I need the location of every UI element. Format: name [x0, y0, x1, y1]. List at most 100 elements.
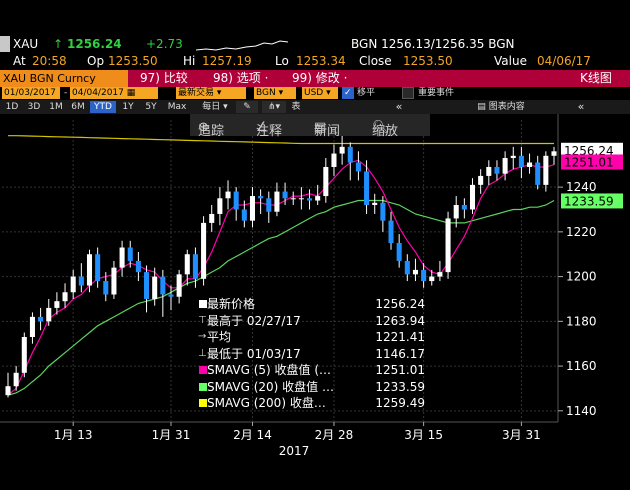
legend-row: 最新价格 1256.24 — [197, 296, 429, 312]
legend-row: SMAVG (200) 收盘… 1259.49 — [197, 395, 429, 411]
legend-row: ⊥ 最低于 01/03/17 1146.17 — [197, 346, 429, 362]
candle-body — [543, 155, 549, 185]
candle-body — [380, 202, 386, 221]
price-change: +2.73 — [146, 37, 183, 51]
candle-body — [502, 158, 508, 174]
candle-body — [241, 209, 247, 221]
period-tab-1m[interactable]: 1M — [49, 102, 63, 112]
end-date-field[interactable]: 04/04/2017 ▦ — [70, 87, 158, 99]
candle-body — [469, 184, 476, 210]
source-dropdown[interactable]: BGN ▾ — [254, 87, 296, 99]
candle-body — [453, 205, 459, 219]
legend-row: ⊤ 最高于 02/27/17 1263.94 — [197, 313, 429, 329]
events-checkbox[interactable] — [402, 87, 414, 99]
candle-body — [258, 196, 264, 199]
candle-body — [176, 274, 182, 297]
candle-body — [184, 254, 190, 275]
collapse-left-icon[interactable]: « — [395, 100, 403, 113]
candle-body — [355, 162, 361, 172]
dropdown-arrow-icon: ▾ — [326, 88, 331, 98]
period-tab-3d[interactable]: 3D — [27, 102, 41, 112]
legend-label: SMAVG (20) 收盘值 … — [207, 379, 334, 394]
legend-value: 1251.01 — [375, 363, 425, 377]
period-bar: 1D 3D 1M 6M YTD 1Y 5Y Max 每日 ▾ ✎ ⋔▾ 表 « ▤ 图表内容 … — [0, 100, 630, 114]
candle-body — [421, 269, 427, 282]
low-value: 1253.34 — [296, 54, 346, 68]
options-menu[interactable]: 98) 选项 · — [213, 71, 269, 85]
calendar-icon: ▦ — [126, 88, 136, 98]
shift-label: 移平 — [357, 88, 376, 98]
period-tab-6m[interactable]: 6M — [71, 102, 85, 112]
edit-menu[interactable]: 99) 修改 · — [292, 71, 348, 85]
candle-body — [62, 292, 68, 302]
price-chart[interactable]: 1140 1160 1180 1200 1220 1240 1月 13 1月 31 2月 14 2… — [0, 114, 630, 460]
legend-label: 平均 — [207, 330, 232, 344]
candle-body — [323, 166, 329, 197]
collapse-right-icon[interactable]: « — [577, 100, 585, 113]
candle-body — [372, 202, 378, 206]
candle-body — [5, 386, 11, 396]
period-tab-max[interactable]: Max — [167, 102, 187, 112]
legend-swatch — [199, 366, 207, 374]
compare-menu[interactable]: 97) 比较 — [140, 71, 188, 85]
edit-pencil-icon[interactable]: ✎ — [236, 101, 258, 113]
candle-body — [306, 198, 313, 201]
period-tab-1y[interactable]: 1Y — [122, 102, 134, 112]
currency-dropdown[interactable]: USD ▾ — [302, 87, 338, 99]
legend-marker-icon: ⊤ — [198, 314, 207, 326]
period-tab-ytd[interactable]: YTD — [90, 101, 116, 113]
x-axis-year-label: 2017 — [279, 444, 310, 458]
y-tick-label: 1220 — [566, 225, 597, 239]
quote-bar: XAU ↑ 1256.24 +2.73 BGN 1256.13/1256.35 … — [0, 36, 630, 53]
candle-body — [396, 243, 402, 261]
candle-body — [111, 267, 117, 295]
low-label: Lo — [275, 54, 289, 68]
frequency-value: 每日 — [202, 102, 221, 112]
shift-checkbox[interactable]: ✓ — [342, 87, 354, 99]
trade-type-value: 最新交易 — [178, 88, 215, 98]
bid-ask: BGN 1256.13/1256.35 BGN — [351, 37, 515, 51]
legend-row: SMAVG (20) 收盘值 … 1233.59 — [197, 379, 429, 395]
pencil-icon: ∠ — [256, 120, 268, 135]
trade-type-dropdown[interactable]: 最新交易 ▾ — [176, 87, 246, 99]
candle-body — [95, 254, 101, 282]
menu-bar: XAU BGN Curncy 97) 比较 98) 选项 · 99) 修改 · … — [0, 70, 630, 87]
legend-swatch — [199, 300, 207, 308]
start-date-field[interactable]: 01/03/2017 — [2, 87, 60, 99]
track-label: 追踪 — [198, 124, 225, 139]
value-label: Value — [494, 54, 527, 68]
candle-body — [339, 146, 345, 154]
candle-body — [168, 294, 174, 297]
chart-style-icon[interactable]: ⋔▾ — [262, 101, 286, 113]
x-tick-label: 3月 31 — [502, 428, 541, 442]
price-tag — [561, 142, 623, 158]
high-label: Hi — [183, 54, 196, 68]
candle-body — [478, 175, 484, 185]
frequency-dropdown[interactable]: 每日 ▾ — [197, 101, 233, 113]
candle-body — [290, 198, 296, 200]
end-date-value: 04/04/2017 — [72, 88, 124, 98]
candle-body — [225, 191, 231, 199]
legend-value: 1146.17 — [375, 346, 425, 361]
dropdown-arrow-icon: ▾ — [223, 102, 228, 112]
candle-body — [46, 307, 52, 322]
chart-legend: 最新价格 1256.24 ⊤ 最高于 02/27/17 1263.94 → 平均 1221.4… — [197, 296, 429, 416]
table-icon[interactable]: 表 — [291, 102, 301, 112]
candle-body — [160, 276, 166, 295]
price-tag-label: 1233.59 — [564, 194, 614, 208]
sparkline-icon — [196, 40, 289, 51]
candle-body — [86, 254, 93, 286]
period-tab-1d[interactable]: 1D — [5, 102, 19, 112]
period-tab-5y[interactable]: 5Y — [145, 102, 157, 112]
candle-body — [38, 316, 44, 322]
candle-body — [209, 213, 215, 223]
price-tag — [561, 154, 623, 170]
candle-body — [127, 247, 133, 261]
chart-content-button[interactable]: ▤ 图表内容 — [472, 101, 530, 113]
open-label: Op — [87, 54, 105, 68]
ticker-label: XAU — [13, 37, 39, 51]
candle-body — [551, 151, 557, 156]
candle-body — [103, 281, 109, 295]
candle-body — [135, 260, 141, 273]
chart-toolbar: ⊕ 追踪 ∠ 注释 ▤ 新闻 🔍︎ 缩放 — [190, 114, 430, 139]
